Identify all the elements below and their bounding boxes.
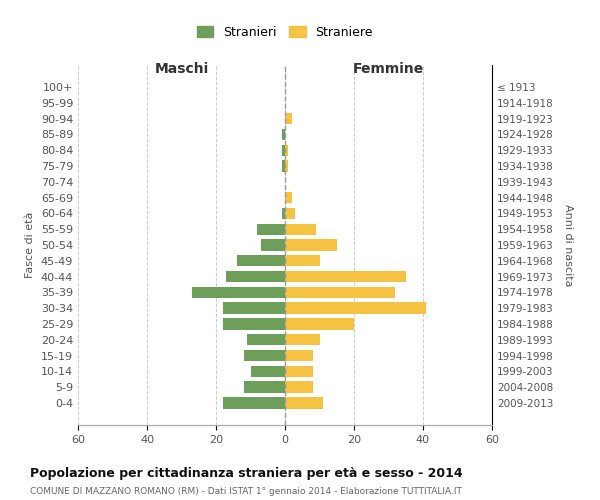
Bar xyxy=(244,350,285,362)
Bar xyxy=(285,350,313,362)
Bar xyxy=(285,113,292,124)
Bar xyxy=(285,160,289,172)
Bar xyxy=(285,382,313,393)
Bar xyxy=(261,240,285,250)
Text: Popolazione per cittadinanza straniera per età e sesso - 2014: Popolazione per cittadinanza straniera p… xyxy=(30,468,463,480)
Bar xyxy=(281,160,285,172)
Bar xyxy=(226,271,285,282)
Y-axis label: Anni di nascita: Anni di nascita xyxy=(563,204,573,286)
Bar xyxy=(285,398,323,408)
Bar xyxy=(192,286,285,298)
Text: Femmine: Femmine xyxy=(353,62,424,76)
Bar xyxy=(285,224,316,235)
Bar xyxy=(281,144,285,156)
Bar xyxy=(285,144,289,156)
Bar xyxy=(223,318,285,330)
Bar xyxy=(244,382,285,393)
Bar xyxy=(281,208,285,219)
Text: COMUNE DI MAZZANO ROMANO (RM) - Dati ISTAT 1° gennaio 2014 - Elaborazione TUTTIT: COMUNE DI MAZZANO ROMANO (RM) - Dati IST… xyxy=(30,488,462,496)
Bar xyxy=(285,192,292,203)
Bar xyxy=(223,302,285,314)
Bar xyxy=(257,224,285,235)
Bar xyxy=(285,208,295,219)
Bar xyxy=(285,366,313,377)
Bar xyxy=(285,318,354,330)
Bar xyxy=(281,128,285,140)
Bar xyxy=(285,334,320,345)
Bar xyxy=(247,334,285,345)
Legend: Stranieri, Straniere: Stranieri, Straniere xyxy=(192,21,378,44)
Bar xyxy=(251,366,285,377)
Y-axis label: Fasce di età: Fasce di età xyxy=(25,212,35,278)
Bar xyxy=(237,255,285,266)
Bar xyxy=(285,255,320,266)
Text: Maschi: Maschi xyxy=(154,62,209,76)
Bar xyxy=(285,286,395,298)
Bar xyxy=(223,398,285,408)
Bar xyxy=(285,271,406,282)
Bar xyxy=(285,302,427,314)
Bar xyxy=(285,240,337,250)
